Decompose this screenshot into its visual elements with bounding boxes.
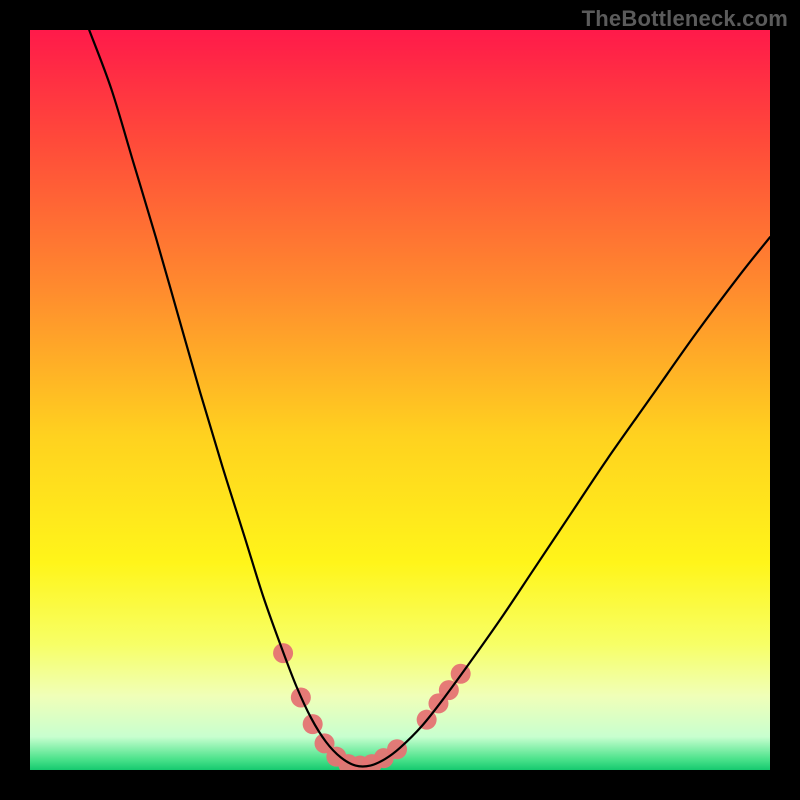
gradient-background — [30, 30, 770, 770]
plot-area — [30, 30, 770, 770]
chart-container: TheBottleneck.com — [0, 0, 800, 800]
chart-svg — [30, 30, 770, 770]
watermark-text: TheBottleneck.com — [582, 6, 788, 32]
